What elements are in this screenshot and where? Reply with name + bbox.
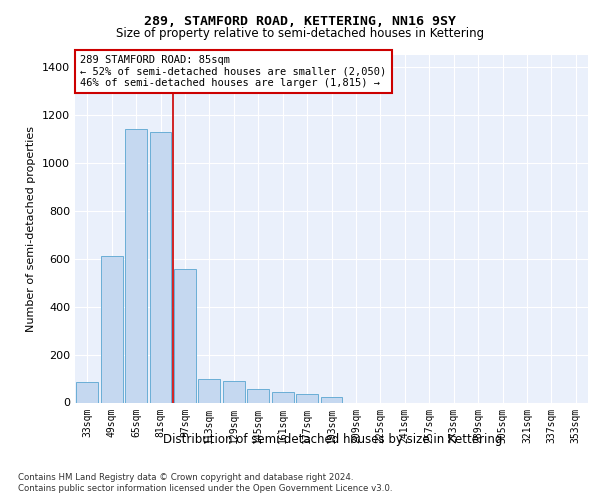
Text: Size of property relative to semi-detached houses in Kettering: Size of property relative to semi-detach… [116,28,484,40]
Text: Distribution of semi-detached houses by size in Kettering: Distribution of semi-detached houses by … [163,432,503,446]
Bar [199,378,220,402]
Text: 289 STAMFORD ROAD: 85sqm
← 52% of semi-detached houses are smaller (2,050)
46% o: 289 STAMFORD ROAD: 85sqm ← 52% of semi-d… [80,55,386,88]
Bar [149,132,172,402]
Bar [247,390,269,402]
Y-axis label: Number of semi-detached properties: Number of semi-detached properties [26,126,37,332]
Bar [76,382,98,402]
Bar [296,394,318,402]
Bar [320,396,343,402]
Text: Contains HM Land Registry data © Crown copyright and database right 2024.: Contains HM Land Registry data © Crown c… [18,472,353,482]
Text: Contains public sector information licensed under the Open Government Licence v3: Contains public sector information licen… [18,484,392,493]
Bar [125,130,147,402]
Bar [223,381,245,402]
Bar [101,256,122,402]
Bar [272,392,293,402]
Bar [174,270,196,402]
Text: 289, STAMFORD ROAD, KETTERING, NN16 9SY: 289, STAMFORD ROAD, KETTERING, NN16 9SY [144,15,456,28]
